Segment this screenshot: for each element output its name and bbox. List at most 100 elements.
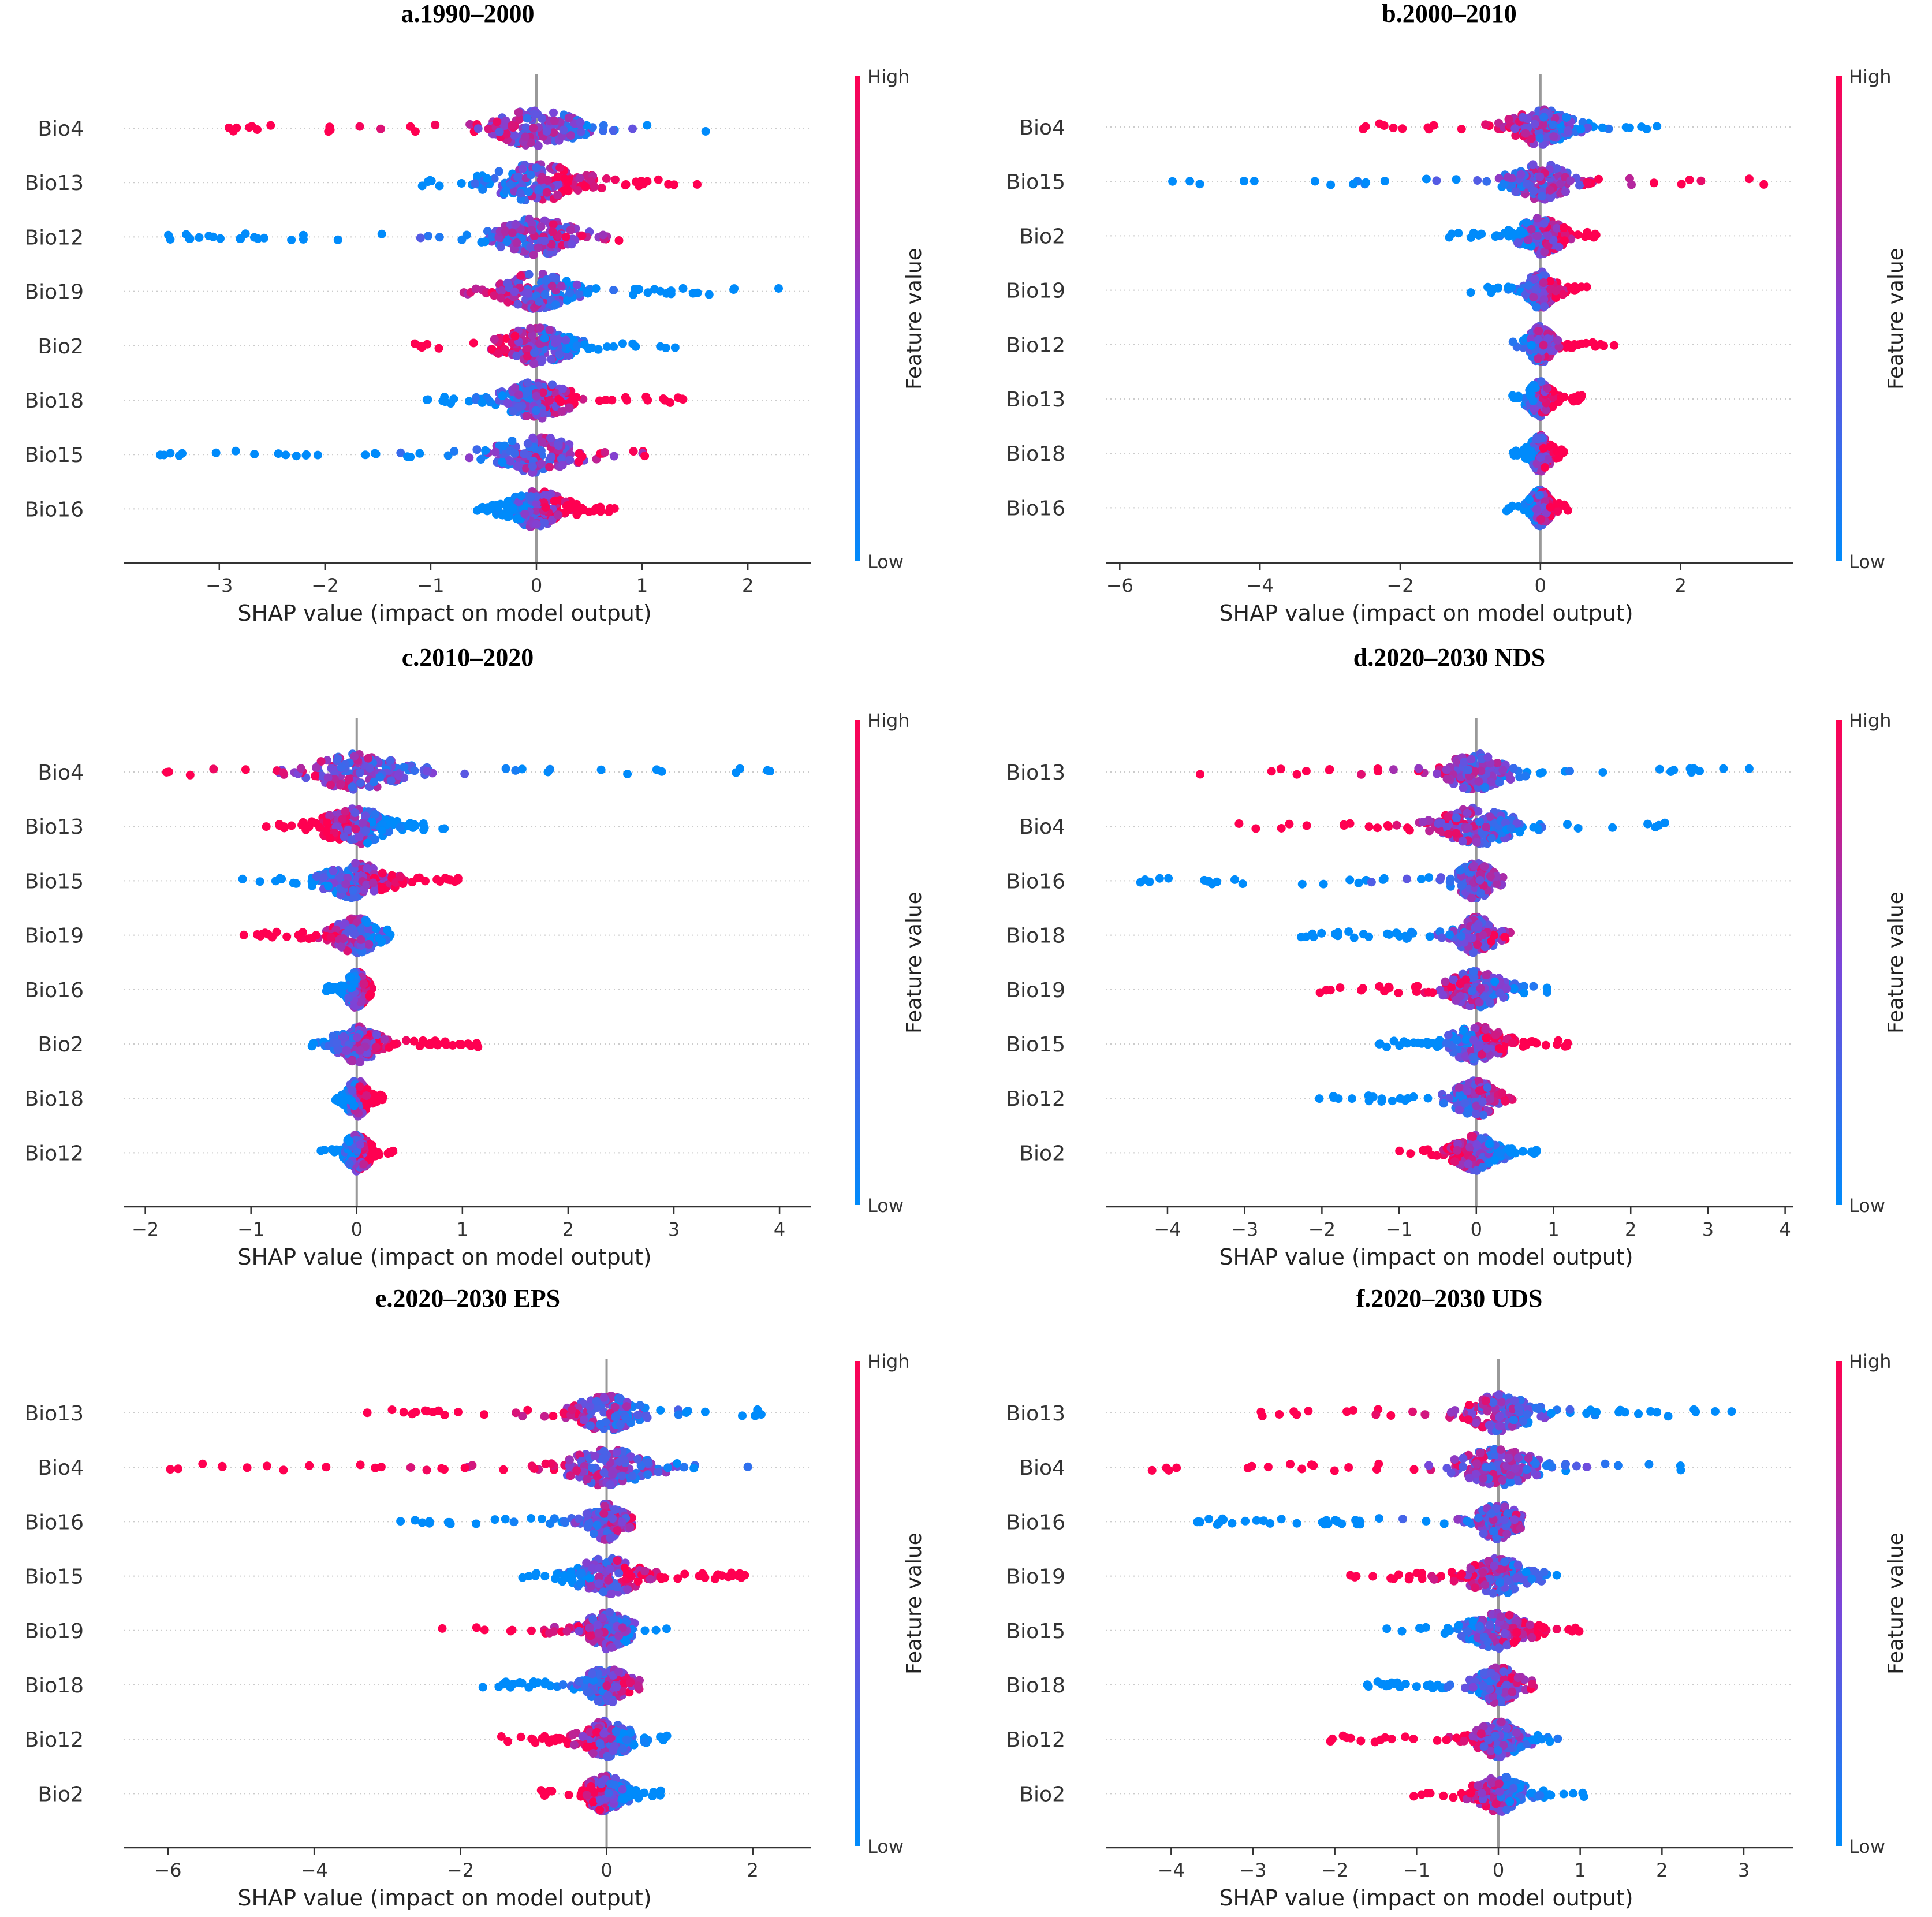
shap-dot — [1345, 819, 1355, 828]
shap-dot — [1301, 932, 1311, 941]
shap-dot — [209, 764, 218, 774]
shap-dot — [536, 176, 546, 185]
shap-dot — [1759, 180, 1769, 189]
feature-label: Bio15 — [24, 443, 84, 467]
shap-dot — [678, 284, 688, 293]
shap-dot — [340, 832, 349, 841]
shap-dot — [562, 501, 572, 510]
colorbar-high-label: High — [1849, 66, 1892, 88]
shap-dot — [502, 237, 512, 247]
shap-dot — [356, 1057, 365, 1066]
shap-dot — [478, 398, 487, 407]
shap-dot — [1493, 284, 1502, 293]
shap-dot — [1696, 176, 1706, 185]
feature-label: Bio2 — [38, 1033, 84, 1057]
shap-dot — [236, 234, 245, 243]
shap-dot — [453, 874, 463, 883]
shap-dot — [487, 233, 497, 242]
shap-dot — [361, 450, 370, 460]
shap-dot — [576, 118, 585, 127]
shap-dot — [1422, 174, 1431, 184]
shap-dot — [1240, 177, 1248, 186]
shap-dot — [224, 123, 233, 132]
shap-dot — [524, 270, 534, 279]
shap-dot — [1425, 932, 1434, 941]
shap-dot — [435, 181, 444, 191]
feature-label: Bio12 — [1006, 1087, 1065, 1111]
shap-panel-1: a.1990–2000Bio4Bio13Bio12Bio19Bio2Bio18B… — [24, 0, 926, 626]
shap-dot — [1591, 229, 1600, 238]
shap-dot — [561, 232, 570, 241]
shap-dot — [1532, 232, 1542, 240]
shap-dot — [521, 123, 531, 132]
panel-title: b.2000–2010 — [1382, 0, 1516, 28]
shap-dot — [521, 132, 530, 141]
shap-dot — [415, 1041, 424, 1050]
shap-dot — [581, 182, 590, 192]
shap-dot — [1467, 934, 1476, 943]
shap-dot — [182, 230, 191, 239]
shap-dot — [1650, 178, 1658, 188]
shap-dot — [1424, 125, 1434, 134]
shap-dot — [1467, 894, 1476, 903]
shap-dot — [1677, 180, 1686, 189]
shap-dot — [457, 179, 466, 188]
shap-dot — [541, 503, 550, 512]
shap-dot — [572, 280, 581, 289]
shap-dot — [355, 768, 364, 777]
shap-dot — [1380, 177, 1389, 186]
shap-dot — [564, 113, 573, 122]
shap-dot — [558, 384, 567, 393]
shap-dot — [332, 1145, 341, 1154]
shap-dot — [355, 122, 364, 131]
shap-dot — [241, 765, 250, 774]
shap-dot — [584, 344, 593, 353]
shap-dot — [378, 868, 387, 878]
shap-dot — [1472, 837, 1481, 846]
shap-dot — [566, 131, 575, 140]
shap-dot — [547, 355, 556, 364]
shap-dot — [396, 448, 405, 457]
shap-dot — [1599, 341, 1608, 350]
shap-dot — [1552, 447, 1561, 456]
shap-dot — [471, 284, 480, 293]
shap-dot — [326, 781, 335, 789]
shap-dot — [732, 768, 741, 777]
x-tick-label: 1 — [457, 1218, 468, 1240]
shap-dot — [1403, 934, 1412, 943]
x-axis-label: SHAP value (impact on model output) — [237, 1244, 651, 1270]
shap-dot — [1560, 236, 1569, 245]
shap-dot — [1521, 453, 1530, 463]
shap-dot — [1136, 878, 1145, 887]
shap-dot — [610, 504, 619, 513]
shap-dot — [1464, 823, 1473, 833]
shap-dot — [1535, 172, 1545, 181]
shap-dot — [1483, 282, 1493, 292]
shap-dot — [540, 518, 549, 527]
shap-dot — [1653, 122, 1662, 131]
shap-dot — [396, 872, 405, 882]
shap-dot — [1487, 834, 1496, 843]
shap-dot — [385, 1043, 394, 1052]
shap-dot — [345, 1159, 354, 1169]
shap-dot — [1521, 129, 1530, 138]
shap-dot — [550, 497, 559, 506]
shap-dot — [1685, 176, 1694, 184]
shap-dot — [363, 918, 372, 927]
shap-dot — [1495, 778, 1504, 787]
feature-label: Bio15 — [1006, 1033, 1065, 1057]
shap-dot — [526, 138, 535, 147]
shap-dot — [629, 447, 638, 456]
shap-dot — [1447, 229, 1456, 238]
panel-title: a.1990–2000 — [401, 0, 535, 28]
shap-dot — [528, 462, 537, 471]
shap-dot — [534, 141, 543, 150]
shap-dot — [1621, 123, 1631, 132]
shap-dot — [549, 108, 558, 117]
shap-dot — [1530, 274, 1539, 284]
shap-dot — [1444, 830, 1453, 839]
shap-dot — [559, 125, 568, 135]
shap-dot — [396, 823, 405, 832]
shap-dot — [1627, 180, 1636, 189]
shap-dot — [386, 776, 396, 785]
